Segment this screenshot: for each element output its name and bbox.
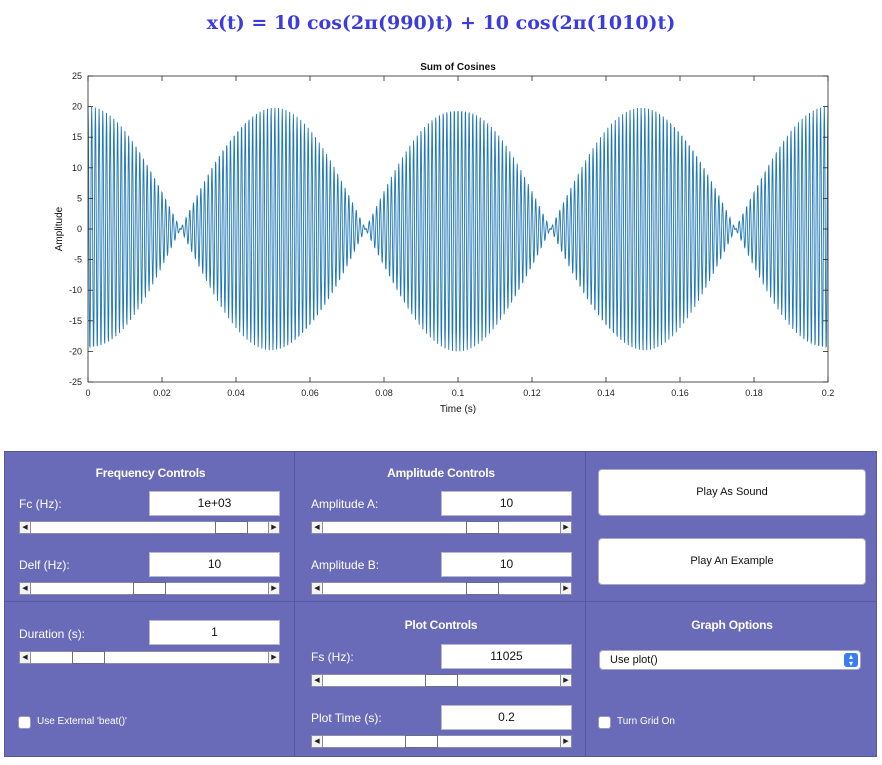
y-tick-label: -25 <box>69 377 82 387</box>
slider-thumb[interactable] <box>133 582 166 595</box>
slider-right-arrow-icon[interactable]: ▶ <box>268 522 279 533</box>
fc-slider[interactable]: ◀ ▶ <box>19 521 280 534</box>
slider-left-arrow-icon[interactable]: ◀ <box>20 522 31 533</box>
waveform-trace <box>87 106 829 352</box>
slider-left-arrow-icon[interactable]: ◀ <box>20 583 31 594</box>
fs-field[interactable]: 11025 <box>441 644 572 669</box>
slider-left-arrow-icon[interactable]: ◀ <box>20 652 31 663</box>
chevron-up-down-icon[interactable]: ▴ ▾ <box>844 653 858 668</box>
play-an-example-button[interactable]: Play An Example <box>598 538 866 585</box>
amplitude-b-field[interactable]: 10 <box>441 552 572 577</box>
slider-right-arrow-icon[interactable]: ▶ <box>560 522 571 533</box>
y-tick-label: 15 <box>72 132 82 142</box>
play-as-sound-button[interactable]: Play As Sound <box>598 469 866 516</box>
plot-time-label: Plot Time (s): <box>311 711 382 725</box>
amplitude-a-slider[interactable]: ◀ ▶ <box>311 521 572 534</box>
x-axis-label: Time (s) <box>440 404 476 415</box>
amplitude-a-label: Amplitude A: <box>311 497 379 511</box>
fs-label: Fs (Hz): <box>311 650 354 664</box>
formula-title: x(t) = 10 cos(2π(990)t) + 10 cos(2π(1010… <box>206 12 676 34</box>
delf-slider[interactable]: ◀ ▶ <box>19 582 280 595</box>
fc-field[interactable]: 1e+03 <box>149 491 280 516</box>
play-buttons-panel: Play As Sound Play An Example <box>585 451 877 602</box>
chart-title: Sum of Cosines <box>420 62 496 73</box>
x-tick-label: 0.18 <box>745 388 763 398</box>
x-tick-label: 0 <box>85 388 90 398</box>
fs-slider[interactable]: ◀ ▶ <box>311 674 572 687</box>
slider-left-arrow-icon[interactable]: ◀ <box>312 736 323 747</box>
slider-thumb[interactable] <box>425 674 458 687</box>
x-tick-label: 0.08 <box>375 388 393 398</box>
duration-label: Duration (s): <box>19 627 86 641</box>
frequency-controls-title: Frequency Controls <box>95 466 206 480</box>
slider-thumb[interactable] <box>404 735 438 748</box>
delf-field[interactable]: 10 <box>149 552 280 577</box>
x-tick-label: 0.04 <box>227 388 245 398</box>
x-tick-label: 0.02 <box>153 388 171 398</box>
y-tick-label: -20 <box>69 346 82 356</box>
graph-options-title: Graph Options <box>691 618 773 632</box>
plot-controls-title: Plot Controls <box>404 618 478 632</box>
slider-right-arrow-icon[interactable]: ▶ <box>560 736 571 747</box>
x-tick-label: 0.1 <box>452 388 465 398</box>
slider-right-arrow-icon[interactable]: ▶ <box>268 652 279 663</box>
plot-time-field[interactable]: 0.2 <box>441 705 572 730</box>
duration-slider[interactable]: ◀ ▶ <box>19 651 280 664</box>
slider-thumb[interactable] <box>71 651 105 664</box>
delf-label: Delf (Hz): <box>19 558 70 572</box>
x-tick-label: 0.12 <box>523 388 541 398</box>
y-tick-label: 0 <box>77 224 82 234</box>
amplitude-controls-title: Amplitude Controls <box>387 466 495 480</box>
x-tick-label: 0.2 <box>822 388 835 398</box>
y-tick-label: 5 <box>77 193 82 203</box>
sum-of-cosines-chart: 0 0.02 0.04 0.06 0.08 0.1 0.12 0.14 0.16 0.18 0.2 … <box>54 62 834 415</box>
amplitude-b-slider[interactable]: ◀ ▶ <box>311 582 572 595</box>
y-tick-label: -15 <box>69 316 82 326</box>
fc-label: Fc (Hz): <box>19 497 62 511</box>
slider-right-arrow-icon[interactable]: ▶ <box>560 583 571 594</box>
x-tick-label: 0.14 <box>597 388 615 398</box>
use-external-beat-label: Use External 'beat()' <box>37 716 127 727</box>
x-axis-ticks: 0 0.02 0.04 0.06 0.08 0.1 0.12 0.14 0.16 0.18 0.2 <box>85 76 834 398</box>
slider-thumb[interactable] <box>465 521 499 534</box>
plot-function-select-value: Use plot() <box>610 654 658 666</box>
duration-panel: Duration (s): 1 ◀ ▶ Use External 'beat()… <box>4 601 295 757</box>
slider-left-arrow-icon[interactable]: ◀ <box>312 583 323 594</box>
y-tick-label: 20 <box>72 102 82 112</box>
y-tick-label: -10 <box>69 285 82 295</box>
plot-function-select[interactable]: Use plot() ▴ ▾ <box>599 650 861 670</box>
grid-checkbox[interactable] <box>598 716 611 729</box>
slider-left-arrow-icon[interactable]: ◀ <box>312 675 323 686</box>
y-axis-label: Amplitude <box>54 206 65 251</box>
slider-thumb[interactable] <box>465 582 499 595</box>
amplitude-b-label: Amplitude B: <box>311 558 380 572</box>
x-tick-label: 0.06 <box>301 388 319 398</box>
y-tick-label: -5 <box>74 255 82 265</box>
slider-left-arrow-icon[interactable]: ◀ <box>312 522 323 533</box>
y-tick-label: 10 <box>72 163 82 173</box>
duration-field[interactable]: 1 <box>149 620 280 645</box>
graph-options-panel: Graph Options Use plot() ▴ ▾ Turn Grid On <box>585 601 877 757</box>
slider-right-arrow-icon[interactable]: ▶ <box>268 583 279 594</box>
plot-controls-panel: Plot Controls Fs (Hz): 11025 ◀ ▶ Plot Ti… <box>294 601 586 757</box>
y-axis-ticks: 25 20 15 10 5 0 -5 -10 -15 -20 -25 <box>69 71 828 387</box>
waveform-line <box>87 106 829 352</box>
x-tick-label: 0.16 <box>671 388 689 398</box>
amplitude-a-field[interactable]: 10 <box>441 491 572 516</box>
grid-label: Turn Grid On <box>617 716 675 727</box>
y-tick-label: 25 <box>72 71 82 81</box>
slider-thumb[interactable] <box>214 521 248 534</box>
use-external-beat-checkbox[interactable] <box>18 716 31 729</box>
frequency-controls-panel: Frequency Controls Fc (Hz): 1e+03 ◀ ▶ De… <box>4 451 295 602</box>
slider-right-arrow-icon[interactable]: ▶ <box>560 675 571 686</box>
amplitude-controls-panel: Amplitude Controls Amplitude A: 10 ◀ ▶ A… <box>294 451 586 602</box>
plot-time-slider[interactable]: ◀ ▶ <box>311 735 572 748</box>
